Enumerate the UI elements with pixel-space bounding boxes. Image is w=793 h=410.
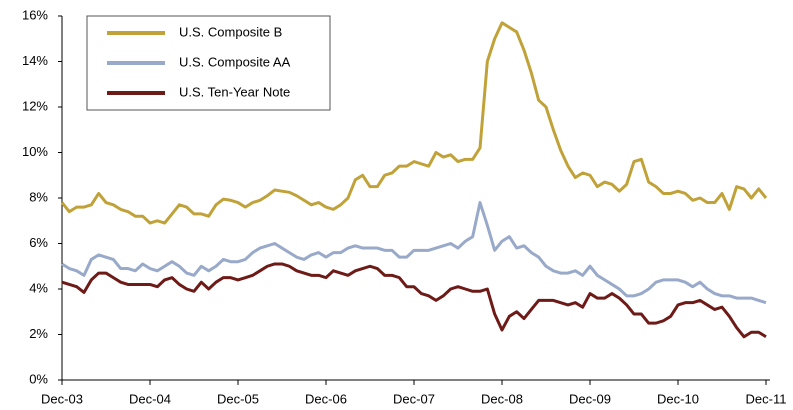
x-tick-label: Dec-07 — [393, 391, 435, 406]
x-tick-label: Dec-11 — [746, 391, 787, 406]
y-tick-label: 0% — [29, 371, 48, 386]
x-tick-label: Dec-10 — [657, 391, 699, 406]
x-tick-label: Dec-08 — [481, 391, 523, 406]
y-tick-label: 8% — [29, 189, 48, 204]
legend-label: U.S. Composite B — [179, 24, 282, 39]
legend-label: U.S. Ten-Year Note — [179, 84, 290, 99]
series-line — [61, 262, 767, 339]
y-tick-label: 2% — [29, 326, 48, 341]
y-tick-label: 10% — [22, 144, 48, 159]
y-tick-label: 16% — [22, 7, 48, 22]
x-tick-label: Dec-09 — [569, 391, 611, 406]
series-line — [60, 21, 768, 225]
x-tick-label: Dec-06 — [305, 391, 347, 406]
series-line — [61, 201, 767, 305]
y-tick-label: 12% — [22, 98, 48, 113]
x-tick-label: Dec-03 — [41, 391, 83, 406]
y-tick-label: 14% — [22, 53, 48, 68]
x-tick-label: Dec-05 — [217, 391, 259, 406]
y-tick-label: 6% — [29, 235, 48, 250]
x-tick-label: Dec-04 — [129, 391, 171, 406]
legend-label: U.S. Composite AA — [179, 54, 291, 69]
y-tick-label: 4% — [29, 280, 48, 295]
